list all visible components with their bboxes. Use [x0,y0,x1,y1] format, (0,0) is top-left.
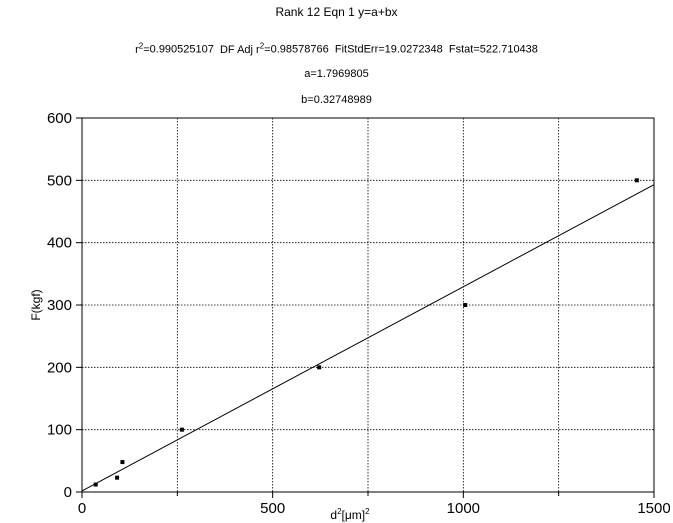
y-tick-label: 100 [47,422,72,439]
x-tick-label: 500 [260,500,285,517]
fit-stats-line: r2=0.990525107 DF Adj r2=0.98578766 FitS… [0,39,673,57]
r2-label: r2= [135,41,150,56]
df-adj-r2-label: DF Adj r2= [213,41,271,56]
x-tick-label: 1500 [637,500,670,517]
param-b: b=0.32748989 [301,94,372,106]
data-point [115,475,120,480]
y-tick-label: 500 [47,172,72,189]
y-tick-label: 200 [47,359,72,376]
y-tick-label: 300 [47,297,72,314]
grid-lines [82,118,654,492]
fit-std-err-value: 19.0272348 [384,43,443,56]
axis-ticks [76,117,655,498]
x-axis-title: d2[μm]2 [330,507,370,522]
data-point [120,460,125,465]
y-tick-label: 600 [47,110,72,127]
x-tick-label: 1000 [447,500,480,517]
x-axis-title-units: [μm] [342,508,366,522]
fit-line [81,184,655,492]
x-tick-label: 0 [78,500,86,517]
tick-labels: 0 500 1000 1500 0 100 200 300 400 500 600 [47,110,671,517]
df-adj-r2-value: 0.98578766 [270,43,329,56]
fit-line-group [81,184,655,492]
data-point [634,178,639,183]
fstat-value: 522.710438 [479,43,538,56]
x-axis-title-exp-1: 2 [337,507,342,516]
fstat-label: Fstat= [442,43,480,56]
y-tick-label: 0 [64,484,72,501]
fit-std-err-label: FitStdErr= [328,43,385,56]
data-point [93,482,98,487]
y-axis-title: F(kgf) [29,289,43,320]
x-axis-title-base: d [330,508,337,522]
y-tick-label: 400 [47,235,72,252]
x-axis-title-exp-2: 2 [365,507,370,516]
data-point [463,303,468,307]
data-points [93,178,639,487]
r2-value: 0.990525107 [149,43,214,56]
data-point [179,427,184,432]
chart-title: Rank 12 Eqn 1 y=a+bx [275,5,398,19]
data-point [317,365,322,370]
param-a: a=1.7969805 [304,68,369,80]
